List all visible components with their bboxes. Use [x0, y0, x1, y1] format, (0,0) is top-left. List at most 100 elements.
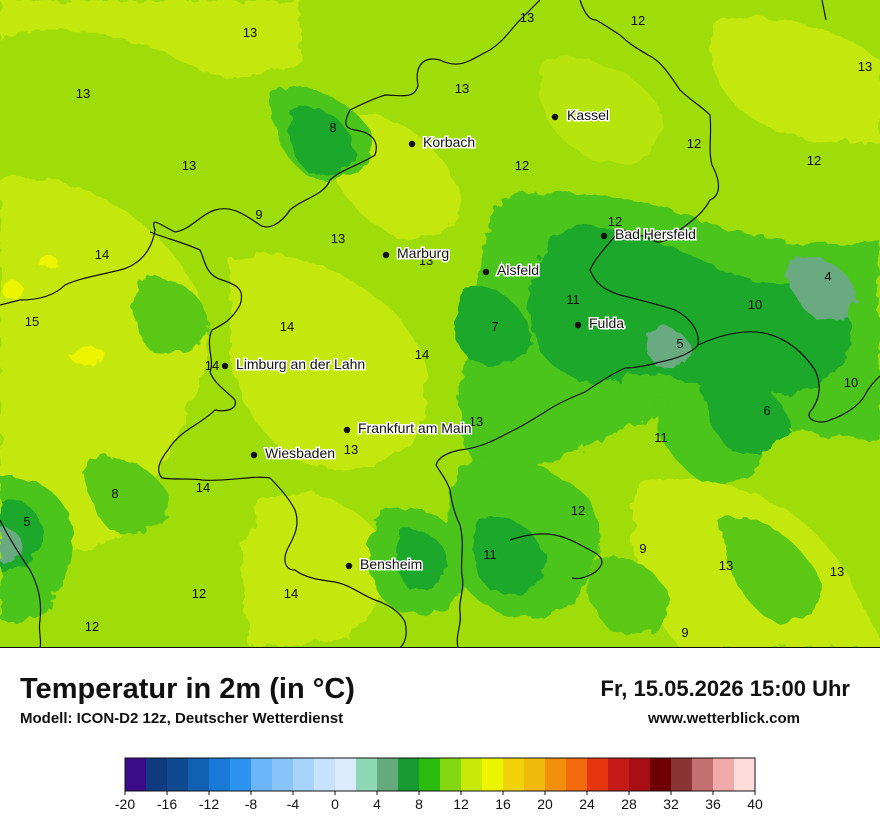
city-label: Korbach: [423, 134, 475, 150]
temp-label: 14: [95, 247, 109, 262]
legend-tick-label: -16: [157, 796, 177, 812]
map-footer: Temperatur in 2m (in °C) Modell: ICON-D2…: [0, 648, 880, 830]
legend-color-swatch: [146, 758, 168, 791]
temperature-labels: 13 13 12 13 13 13 8 12 12 12 13 9 12 13 …: [23, 10, 872, 640]
state-borders: [0, 0, 880, 648]
city-korbach[interactable]: Korbach: [408, 133, 477, 152]
temperature-field: [0, 0, 880, 648]
legend-color-swatch: [188, 758, 210, 791]
website-link[interactable]: www.wetterblick.com: [648, 710, 800, 727]
color-scale-legend: -20 -16 -12 -8 -4 0 4 8 12 16 20 24 28 32 36 40: [115, 757, 763, 812]
temp-label: 12: [631, 13, 645, 28]
legend-color-swatch: [524, 758, 546, 791]
temp-label: 13: [419, 253, 433, 268]
legend-color-swatch: [377, 758, 399, 791]
legend-color-swatch: [734, 758, 756, 791]
legend-color-swatch: [209, 758, 231, 791]
temp-label: 14: [415, 347, 429, 362]
city-dot-icon: [343, 426, 351, 434]
legend-tick-label: -4: [287, 796, 300, 812]
temp-label: 13: [344, 442, 358, 457]
city-fulda[interactable]: Fulda: [574, 314, 626, 333]
city-dot-icon: [574, 321, 582, 329]
legend-color-swatch: [713, 758, 735, 791]
legend-tick-label: 24: [579, 796, 595, 812]
forecast-datetime: Fr, 15.05.2026 15:00 Uhr: [600, 676, 851, 701]
city-limburg-an-der-lahn[interactable]: Limburg an der Lahn: [221, 355, 367, 374]
city-label: Limburg an der Lahn: [236, 356, 365, 372]
temp-label: 13: [830, 564, 844, 579]
city-kassel[interactable]: Kassel: [551, 106, 611, 125]
legend-color-swatch: [461, 758, 483, 791]
temp-label: 11: [566, 292, 580, 307]
city-label: Frankfurt am Main: [358, 420, 472, 436]
temp-label: 14: [196, 480, 210, 495]
city-label: Bensheim: [360, 556, 422, 572]
temp-label: 12: [687, 136, 701, 151]
city-dot-icon: [250, 451, 258, 459]
city-dot-icon: [482, 268, 490, 276]
temp-label: 12: [192, 586, 206, 601]
legend-tick-label: 32: [663, 796, 679, 812]
city-dot-icon: [345, 562, 353, 570]
city-label: Fulda: [589, 315, 624, 331]
city-wiesbaden[interactable]: Wiesbaden: [250, 444, 337, 463]
temp-label: 7: [491, 319, 498, 334]
temp-label: 13: [182, 158, 196, 173]
model-info: Modell: ICON-D2 12z, Deutscher Wetterdie…: [20, 710, 344, 727]
temp-label: 13: [520, 10, 534, 25]
legend-color-swatch: [629, 758, 651, 791]
temp-label: 12: [608, 214, 622, 229]
city-label: Bad Hersfeld: [615, 226, 696, 242]
legend-color-swatch: [440, 758, 462, 791]
city-label: Kassel: [567, 107, 609, 123]
city-frankfurt-am-main[interactable]: Frankfurt am Main: [343, 419, 473, 438]
legend-color-swatch: [251, 758, 273, 791]
map-title: Temperatur in 2m (in °C): [20, 673, 355, 705]
legend-border: [124, 757, 756, 792]
temp-label: 13: [76, 86, 90, 101]
legend-tick-label: 4: [373, 796, 381, 812]
city-bad-hersfeld[interactable]: Bad Hersfeld: [600, 225, 697, 244]
temp-label: 11: [654, 430, 668, 445]
legend-color-swatch: [503, 758, 525, 791]
city-label: Alsfeld: [497, 262, 539, 278]
temperature-map[interactable]: 13 13 12 13 13 13 8 12 12 12 13 9 12 13 …: [0, 0, 880, 648]
legend-tick-label: 20: [537, 796, 553, 812]
legend-color-swatch: [692, 758, 714, 791]
temp-label: 14: [284, 586, 298, 601]
temp-label: 15: [25, 314, 39, 329]
legend-color-swatch: [419, 758, 441, 791]
legend-tick-label: 0: [331, 796, 339, 812]
temp-label: 5: [23, 514, 30, 529]
legend-color-swatch: [545, 758, 567, 791]
temp-label: 12: [807, 153, 821, 168]
legend-tick-label: 16: [495, 796, 511, 812]
temp-label: 12: [515, 158, 529, 173]
temp-label: 9: [639, 541, 646, 556]
city-dot-icon: [221, 362, 229, 370]
legend-color-swatch: [587, 758, 609, 791]
legend-color-swatch: [482, 758, 504, 791]
city-dot-icon: [382, 251, 390, 259]
city-markers: Kassel Korbach Bad Hersfeld Marburg Alsf…: [221, 106, 697, 574]
city-dot-icon: [600, 232, 608, 240]
temp-label: 10: [844, 375, 858, 390]
legend-tick-label: -12: [199, 796, 219, 812]
temp-label: 13: [331, 231, 345, 246]
legend-color-swatch: [314, 758, 336, 791]
city-marburg[interactable]: Marburg: [382, 244, 451, 263]
temp-label: 13: [243, 25, 257, 40]
legend-color-swatch: [335, 758, 357, 791]
legend-color-swatch: [230, 758, 252, 791]
legend-color-swatch: [356, 758, 378, 791]
temp-label: 6: [763, 403, 770, 418]
legend-tick-label: 12: [453, 796, 469, 812]
legend-color-swatch: [293, 758, 315, 791]
legend-color-swatch: [398, 758, 420, 791]
city-bensheim[interactable]: Bensheim: [345, 555, 424, 574]
temp-label: 13: [858, 59, 872, 74]
temp-label: 4: [824, 269, 831, 284]
city-alsfeld[interactable]: Alsfeld: [482, 261, 541, 280]
temp-label: 9: [255, 207, 262, 222]
